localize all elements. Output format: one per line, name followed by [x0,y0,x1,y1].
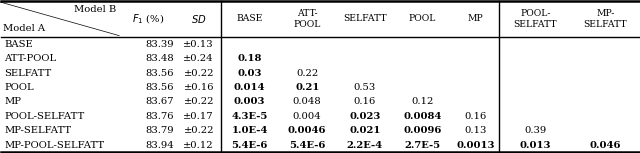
Text: 0.013: 0.013 [520,141,551,150]
Text: 0.12: 0.12 [412,97,434,106]
Text: Model B: Model B [74,5,116,14]
Text: 0.0046: 0.0046 [288,126,326,135]
Text: 83.94: 83.94 [145,141,174,150]
Text: MP: MP [4,97,22,106]
Text: 0.22: 0.22 [296,69,318,78]
Text: 1.0E-4: 1.0E-4 [232,126,268,135]
Text: 83.76: 83.76 [146,112,174,121]
Text: 0.13: 0.13 [464,126,486,135]
Text: 2.7E-5: 2.7E-5 [404,141,440,150]
Text: ±0.22: ±0.22 [184,97,214,106]
Text: 0.18: 0.18 [237,54,262,63]
Text: 0.021: 0.021 [349,126,381,135]
Text: ±0.24: ±0.24 [184,54,214,63]
Text: ATT-
POOL: ATT- POOL [294,9,321,29]
Text: SELFATT: SELFATT [4,69,52,78]
Text: 83.48: 83.48 [145,54,174,63]
Text: BASE: BASE [236,14,263,23]
Text: ±0.16: ±0.16 [184,83,214,92]
Text: 0.014: 0.014 [234,83,266,92]
Text: 0.03: 0.03 [237,69,262,78]
Text: 0.53: 0.53 [354,83,376,92]
Text: MP-
SELFATT: MP- SELFATT [584,9,627,29]
Text: ±0.17: ±0.17 [184,112,214,121]
Text: 0.048: 0.048 [293,97,321,106]
Text: MP-POOL-SELFATT: MP-POOL-SELFATT [4,141,105,150]
Text: 0.0096: 0.0096 [403,126,442,135]
Text: POOL: POOL [4,83,34,92]
Text: MP-SELFATT: MP-SELFATT [4,126,72,135]
Text: $F_1$ (%): $F_1$ (%) [132,12,164,26]
Text: 0.39: 0.39 [524,126,547,135]
Text: ±0.12: ±0.12 [184,141,214,150]
Text: SELFATT: SELFATT [343,14,387,23]
Text: 83.56: 83.56 [146,69,174,78]
Text: ATT-POOL: ATT-POOL [4,54,57,63]
Text: 83.79: 83.79 [145,126,174,135]
Text: ±0.22: ±0.22 [184,69,214,78]
Text: Model A: Model A [3,24,45,33]
Text: 2.2E-4: 2.2E-4 [347,141,383,150]
Text: 0.16: 0.16 [464,112,486,121]
Text: ±0.13: ±0.13 [184,40,214,49]
Text: 0.21: 0.21 [295,83,319,92]
Text: 5.4E-6: 5.4E-6 [289,141,325,150]
Text: POOL-
SELFATT: POOL- SELFATT [513,9,557,29]
Text: 0.0084: 0.0084 [403,112,442,121]
Text: MP: MP [467,14,483,23]
Text: 0.004: 0.004 [293,112,321,121]
Text: BASE: BASE [4,40,33,49]
Text: POOL: POOL [409,14,436,23]
Text: 4.3E-5: 4.3E-5 [232,112,268,121]
Text: 5.4E-6: 5.4E-6 [232,141,268,150]
Text: 0.0013: 0.0013 [456,141,495,150]
Text: POOL-SELFATT: POOL-SELFATT [4,112,84,121]
Text: 83.39: 83.39 [145,40,174,49]
Text: 0.023: 0.023 [349,112,381,121]
Text: 0.003: 0.003 [234,97,266,106]
Text: 83.67: 83.67 [146,97,174,106]
Text: 0.16: 0.16 [354,97,376,106]
Text: 83.56: 83.56 [146,83,174,92]
Text: 0.046: 0.046 [589,141,621,150]
Text: ±0.22: ±0.22 [184,126,214,135]
Text: $SD$: $SD$ [191,13,207,25]
